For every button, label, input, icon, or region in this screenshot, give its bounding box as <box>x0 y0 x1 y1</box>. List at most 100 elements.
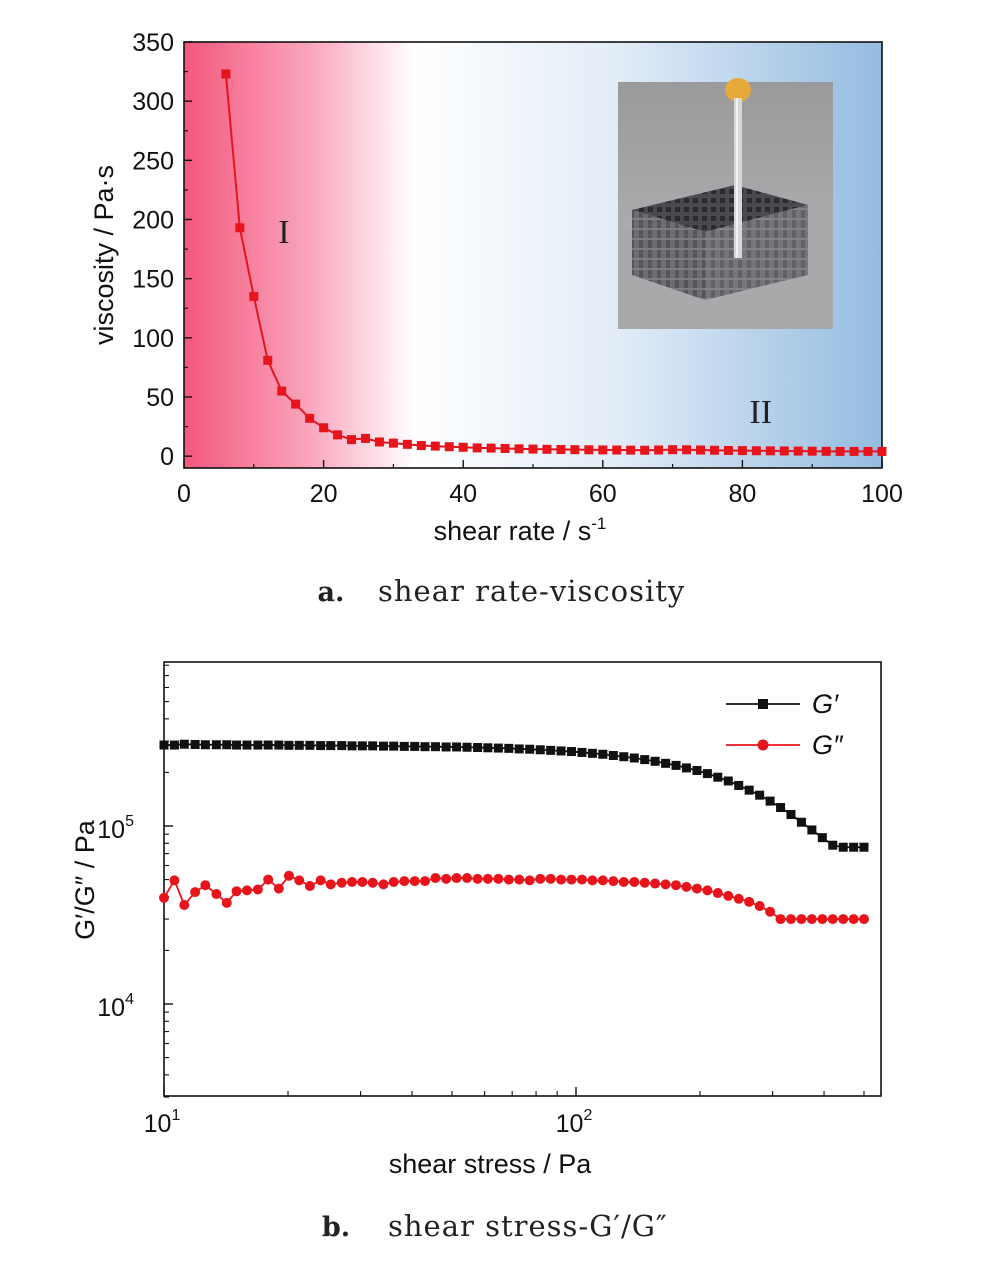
gdouble-point <box>838 914 849 925</box>
gprime-point <box>650 756 660 766</box>
viscosity-point <box>319 423 329 433</box>
viscosity-point <box>416 441 426 451</box>
gprime-point <box>399 741 409 751</box>
gdouble-point <box>304 881 315 892</box>
chart-a-caption-letter: a. <box>318 577 345 608</box>
gprime-point <box>274 740 284 750</box>
gdouble-point <box>775 914 786 925</box>
viscosity-point <box>877 446 887 456</box>
chart-a-caption: shear rate-viscosity <box>378 574 685 608</box>
chart-b-caption: shear stress-G′/G″ <box>388 1209 668 1243</box>
gdouble-point <box>211 888 222 899</box>
gprime-point <box>483 743 493 753</box>
gdouble-point <box>650 878 661 889</box>
viscosity-point <box>779 446 789 456</box>
gdouble-point <box>451 873 462 884</box>
gdouble-point <box>221 897 232 908</box>
y-tick-label: 250 <box>132 147 174 175</box>
gprime-point <box>598 749 608 759</box>
gprime-point <box>337 741 347 751</box>
y-tick-label: 50 <box>146 384 174 412</box>
gprime-point <box>242 740 252 750</box>
y-tick-label: 350 <box>132 29 174 57</box>
chart-b-y-axis-label: G′/G″ / Pa <box>70 819 100 940</box>
gdouble-point <box>378 879 389 890</box>
gprime-point <box>817 833 827 843</box>
gdouble-point <box>430 873 441 884</box>
legend-label-gprime: G′ <box>812 689 839 719</box>
gprime-point <box>190 739 200 749</box>
viscosity-point <box>570 445 580 455</box>
region-label-i: I <box>278 214 289 251</box>
viscosity-point <box>556 445 566 455</box>
gprime-point <box>776 803 786 813</box>
gdouble-point <box>597 875 608 886</box>
gdouble-point <box>263 874 274 885</box>
gdouble-point <box>441 873 452 884</box>
viscosity-point <box>305 413 315 423</box>
viscosity-point <box>221 69 231 79</box>
gprime-point <box>420 742 430 752</box>
gprime-point <box>211 740 221 750</box>
viscosity-point <box>430 441 440 451</box>
gprime-point <box>378 741 388 751</box>
gprime-point <box>200 740 210 750</box>
x-tick-label: 0 <box>177 480 191 508</box>
gdouble-point <box>472 873 483 884</box>
viscosity-point <box>696 445 706 455</box>
y-tick-label: 100 <box>132 325 174 353</box>
gprime-point <box>744 785 754 795</box>
viscosity-point <box>765 446 775 456</box>
gdouble-point <box>419 876 430 887</box>
y-tick-label: 200 <box>132 207 174 235</box>
gprime-point <box>316 741 326 751</box>
gprime-point <box>179 739 189 749</box>
gprime-point <box>849 842 859 852</box>
gdouble-point <box>712 888 723 899</box>
gprime-point <box>755 790 765 800</box>
gdouble-point <box>817 914 828 925</box>
gprime-point <box>640 755 650 765</box>
chart-a-x-axis-label: shear rate / s-1 <box>434 514 607 546</box>
gdouble-point <box>671 880 682 891</box>
x-tick-label: 60 <box>589 480 617 508</box>
gdouble-point <box>283 870 294 881</box>
gprime-point <box>556 746 566 756</box>
gdouble-point <box>858 914 869 925</box>
gprime-point <box>828 840 838 850</box>
viscosity-point <box>751 446 761 456</box>
x-tick-label: 102 <box>556 1107 593 1138</box>
gdouble-point <box>556 874 567 885</box>
y-tick-label: 105 <box>97 813 134 844</box>
gdouble-point <box>514 874 525 885</box>
gdouble-point <box>524 875 535 886</box>
gprime-point <box>546 745 556 755</box>
viscosity-point <box>458 442 468 452</box>
gdouble-point <box>325 879 336 890</box>
viscosity-point <box>500 443 510 453</box>
chart-b-y-tick-labels: 104 105 <box>97 813 134 1022</box>
gdouble-point <box>848 914 859 925</box>
legend-label-gdouble: G″ <box>812 730 844 760</box>
viscosity-point <box>486 443 496 453</box>
chart-b: 101 102 104 105 G′ G″ shear stress / Pa G′… <box>70 661 882 1243</box>
viscosity-point <box>807 446 817 456</box>
x-tick-label: 80 <box>728 480 756 508</box>
gprime-point <box>326 741 336 751</box>
viscosity-point <box>374 437 384 447</box>
chart-b-frame <box>163 661 882 1097</box>
gdouble-point <box>336 877 347 888</box>
viscosity-point <box>863 446 873 456</box>
gdouble-point <box>765 906 776 917</box>
viscosity-point <box>654 445 664 455</box>
gdouble-point <box>629 876 640 887</box>
gprime-point <box>525 744 535 754</box>
viscosity-point <box>528 444 538 454</box>
gdouble-point <box>702 885 713 896</box>
gprime-point <box>692 766 702 776</box>
gprime-point <box>284 740 294 750</box>
viscosity-point <box>542 444 552 454</box>
gprime-point <box>577 747 587 757</box>
gdouble-point <box>660 879 671 890</box>
